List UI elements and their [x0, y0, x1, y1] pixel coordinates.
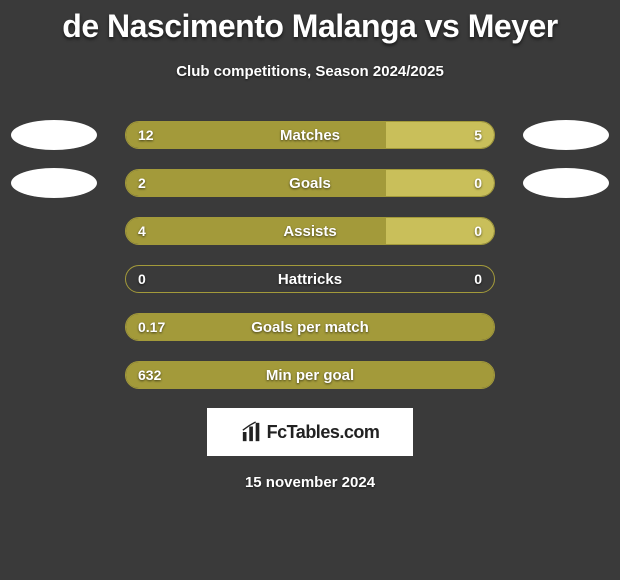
flag-spacer — [11, 264, 97, 294]
bar-segment-left — [126, 218, 386, 244]
stat-bar: 0 0Hattricks — [125, 265, 495, 293]
stat-row: 0.17Goals per match — [0, 312, 620, 342]
bar-segment-left — [126, 362, 494, 388]
stat-row: 0 0Hattricks — [0, 264, 620, 294]
flag-spacer — [523, 360, 609, 390]
bar-segment-right — [386, 122, 494, 148]
flag-spacer — [11, 360, 97, 390]
flag-spacer — [11, 312, 97, 342]
stat-row: 20Goals — [0, 168, 620, 198]
page-title: de Nascimento Malanga vs Meyer — [0, 8, 620, 45]
logo-text: FcTables.com — [267, 422, 380, 443]
value-right: 0 — [474, 266, 482, 292]
chart-icon — [241, 421, 263, 443]
bar-segment-left — [126, 314, 494, 340]
flag-spacer — [523, 216, 609, 246]
stat-bar: 40Assists — [125, 217, 495, 245]
logo: FcTables.com — [241, 421, 380, 443]
stats-card: de Nascimento Malanga vs Meyer Club comp… — [0, 0, 620, 491]
bar-segment-left — [126, 170, 386, 196]
flag-right — [523, 168, 609, 198]
date: 15 november 2024 — [0, 474, 620, 491]
flag-right — [523, 120, 609, 150]
flag-spacer — [523, 312, 609, 342]
flag-left — [11, 168, 97, 198]
stat-row: 40Assists — [0, 216, 620, 246]
logo-box[interactable]: FcTables.com — [207, 408, 413, 456]
flag-left — [11, 120, 97, 150]
stat-bar: 20Goals — [125, 169, 495, 197]
subtitle: Club competitions, Season 2024/2025 — [0, 63, 620, 80]
bar-segment-left — [126, 122, 386, 148]
flag-spacer — [523, 264, 609, 294]
value-left: 0 — [138, 266, 146, 292]
stat-row: 632Min per goal — [0, 360, 620, 390]
stat-label: Hattricks — [126, 266, 494, 292]
stat-bar: 125Matches — [125, 121, 495, 149]
stat-bar: 632Min per goal — [125, 361, 495, 389]
stat-bar: 0.17Goals per match — [125, 313, 495, 341]
bar-segment-right — [386, 170, 494, 196]
stat-row: 125Matches — [0, 120, 620, 150]
bar-segment-right — [386, 218, 494, 244]
flag-spacer — [11, 216, 97, 246]
stats-list: 125Matches 20Goals 40Assists 0 0Hattricks 0.1… — [0, 120, 620, 390]
